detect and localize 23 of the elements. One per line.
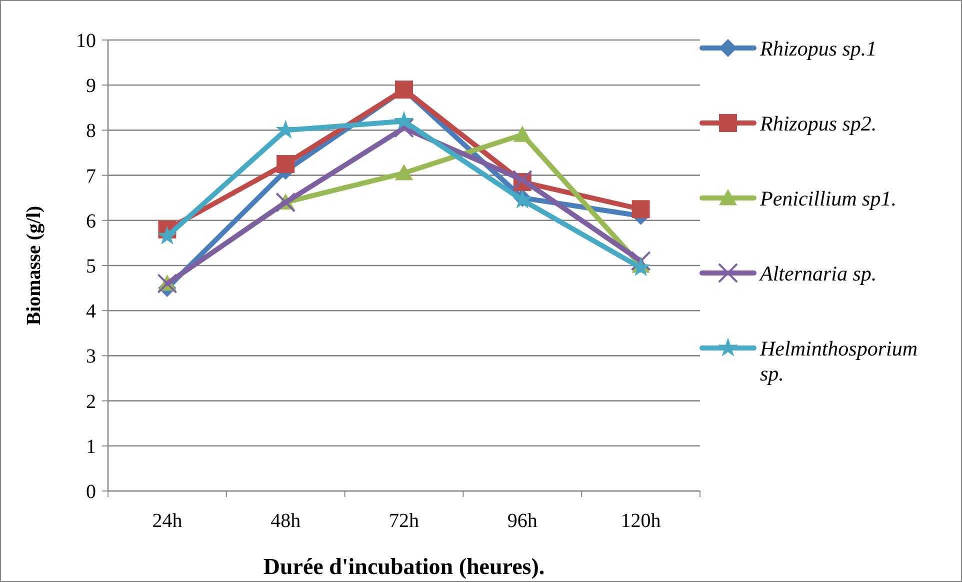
- legend-label: Helminthosporium sp.: [759, 336, 918, 386]
- y-tick-label: 10: [76, 30, 96, 52]
- y-tick-label: 0: [86, 481, 96, 503]
- x-tick-label: 120h: [620, 510, 661, 532]
- y-tick-label: 6: [86, 210, 96, 232]
- legend-label: Rhizopus sp.1: [759, 36, 877, 60]
- x-tick-label: 96h: [507, 510, 538, 532]
- y-tick-label: 8: [86, 120, 96, 142]
- legend-label: Penicillium sp1.: [759, 186, 896, 210]
- legend-label: Alternaria sp.: [758, 261, 877, 286]
- y-axis-title: Biomasse (g/l): [23, 206, 45, 326]
- y-tick-label: 3: [86, 346, 96, 368]
- y-tick-label: 2: [86, 390, 96, 413]
- x-tick-label: 24h: [152, 510, 182, 532]
- y-tick-label: 1: [86, 436, 96, 458]
- y-tick-label: 7: [86, 165, 96, 188]
- legend-label: Rhizopus sp2.: [759, 111, 877, 136]
- x-tick-label: 72h: [389, 510, 419, 532]
- y-tick-label: 4: [86, 300, 96, 323]
- y-tick-label: 9: [86, 75, 96, 98]
- x-tick-label: 48h: [270, 510, 301, 532]
- x-axis-title: Durée d'incubation (heures).: [263, 554, 545, 579]
- y-tick-label: 5: [86, 256, 96, 278]
